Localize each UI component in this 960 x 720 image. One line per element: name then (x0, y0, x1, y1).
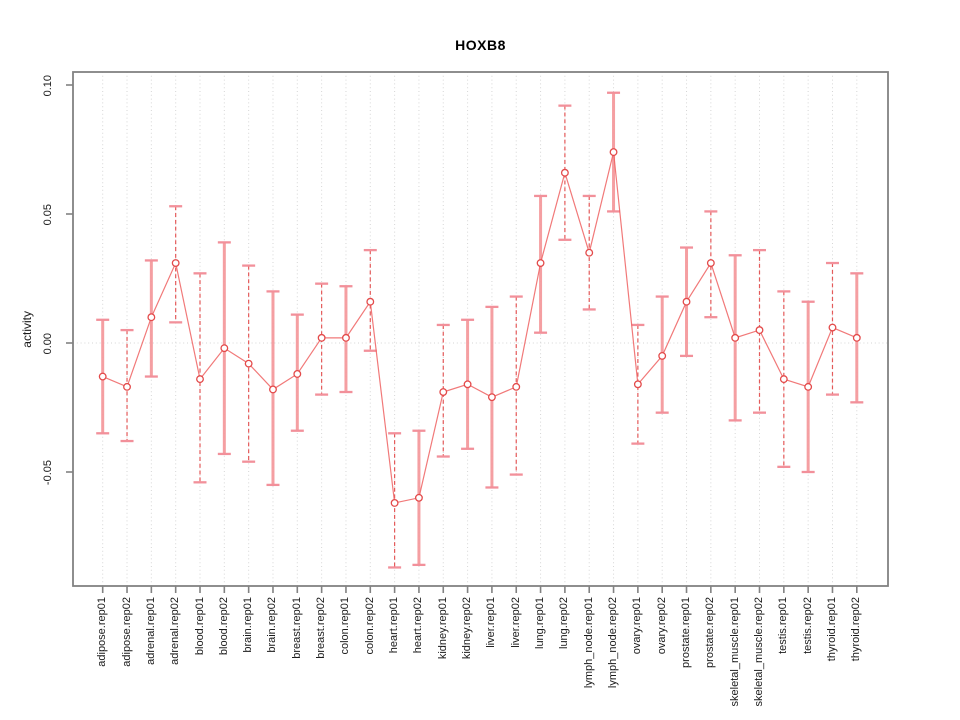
x-tick-label: adipose.rep01 (96, 597, 109, 667)
error-bar (704, 210, 718, 319)
y-tick-label: 0.00 (42, 332, 54, 354)
plot-box (72, 71, 889, 587)
x-tick-label: colon.rep02 (363, 597, 376, 655)
x-tick-label: skeletal_muscle.rep01 (728, 597, 741, 707)
x-tick-label: brain.rep02 (266, 597, 279, 653)
data-point-marker (731, 333, 740, 342)
data-point-marker (269, 385, 277, 394)
data-point-marker (706, 259, 715, 267)
x-tick-label: kidney.rep02 (461, 597, 474, 660)
gridlines (73, 72, 888, 586)
x-tick-label: prostate.rep02 (704, 597, 717, 668)
data-point-marker (828, 323, 837, 332)
x-tick-label: skeletal_muscle.rep02 (753, 597, 765, 707)
x-tick-label: ovary.rep02 (655, 597, 668, 655)
data-point-marker (171, 259, 180, 267)
x-tick-label: testis.rep01 (777, 597, 790, 654)
y-tick-label: -0.05 (42, 459, 54, 485)
x-tick-label: adrenal.rep02 (169, 597, 182, 665)
x-tick-label: heart.rep01 (388, 597, 401, 654)
data-point-marker (220, 344, 229, 353)
x-tick-label: colon.rep01 (339, 597, 352, 655)
series-line (102, 151, 858, 504)
data-point-marker (463, 380, 472, 389)
data-point-marker (755, 326, 764, 335)
x-tick-label: prostate.rep01 (680, 597, 693, 668)
error-bar (825, 261, 839, 396)
data-point-marker (852, 333, 861, 342)
error-bars (96, 91, 864, 569)
error-bar (631, 323, 645, 445)
x-tick-label: brain.rep01 (242, 597, 255, 653)
x-tick-label: adrenal.rep01 (144, 597, 157, 665)
x-tick-label: breast.rep01 (290, 597, 303, 659)
data-point-marker (658, 351, 667, 360)
x-tick-label: heart.rep02 (412, 597, 425, 654)
error-bar (753, 248, 767, 414)
data-point-marker (390, 499, 399, 507)
x-tick-label: thyroid.rep01 (825, 597, 838, 662)
data-point-marker (682, 297, 691, 306)
y-tick-label: 0.05 (42, 203, 54, 225)
data-point-marker (414, 493, 423, 502)
data-point-marker (487, 393, 496, 402)
data-point-marker (147, 313, 156, 322)
data-point-marker (439, 388, 448, 396)
data-point-marker (804, 382, 813, 391)
x-tick-label: blood.rep01 (193, 597, 206, 656)
x-tick-label: lymph_node.rep01 (582, 597, 595, 689)
error-bar (777, 290, 791, 468)
x-tick-label: kidney.rep01 (436, 597, 449, 660)
data-point-marker (317, 333, 326, 342)
axes (66, 71, 889, 593)
x-tick-label: thyroid.rep02 (850, 597, 863, 662)
error-bar (388, 432, 402, 569)
data-points (98, 148, 861, 507)
data-point-marker (123, 382, 131, 391)
data-point-marker (293, 370, 302, 378)
data-point-marker (536, 259, 545, 267)
y-tick-label: 0.10 (42, 74, 54, 96)
data-point-marker (560, 168, 569, 177)
x-tick-label: lung.rep02 (558, 597, 571, 649)
data-point-marker (196, 375, 204, 384)
x-tick-label: blood.rep02 (217, 597, 230, 656)
error-bar (558, 104, 572, 241)
data-point-marker (98, 372, 107, 381)
data-point-marker (342, 333, 350, 342)
x-tick-label: testis.rep02 (801, 597, 814, 654)
x-tick-label: adipose.rep02 (120, 597, 133, 667)
x-tick-label: lymph_node.rep02 (607, 597, 620, 689)
x-tick-label: ovary.rep01 (631, 597, 644, 655)
x-tick-label: lung.rep01 (534, 597, 547, 649)
x-tick-label: liver.rep01 (485, 597, 498, 648)
data-point-marker (779, 375, 788, 384)
data-point-marker (609, 148, 618, 157)
chart-title: HOXB8 (455, 37, 506, 53)
error-bar (436, 323, 450, 458)
data-point-marker (244, 359, 253, 368)
x-tick-label: breast.rep02 (315, 597, 328, 659)
data-point-marker (366, 297, 375, 306)
data-point-marker (633, 380, 642, 389)
data-point-marker (585, 248, 594, 257)
data-point-marker (512, 382, 521, 391)
x-tick-label: liver.rep02 (509, 597, 522, 648)
